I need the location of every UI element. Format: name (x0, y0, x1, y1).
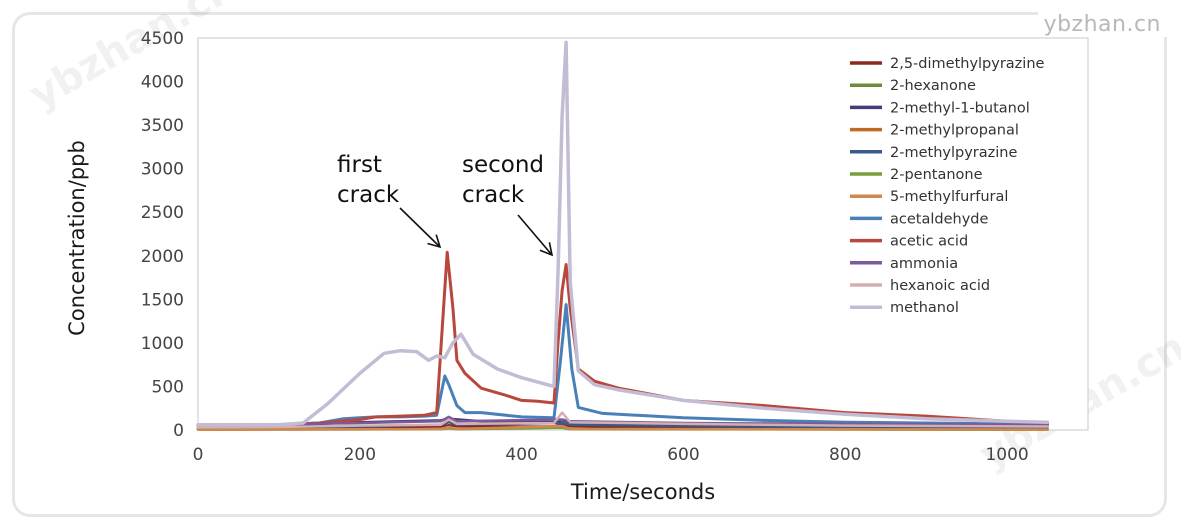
legend-label: ammonia (890, 256, 958, 272)
y-tick-label: 2500 (141, 203, 184, 223)
series-line (196, 303, 1049, 428)
legend-label: methanol (890, 300, 959, 316)
watermark-logo: ybzhan.cn (1037, 12, 1167, 37)
legend-label: 2-methylpyrazine (890, 145, 1017, 161)
axis-ticks: 0 500 1000 1500 2000 2500 3000 3500 4000 4500 0 200… (141, 29, 1029, 465)
annotations: first crack second crack (337, 152, 554, 257)
legend-label: acetic acid (890, 234, 968, 250)
annotation-arrow-line (517, 214, 553, 256)
y-tick-label: 500 (152, 377, 184, 397)
legend-label: 2,5-dimethylpyrazine (890, 56, 1045, 72)
y-tick-label: 1000 (141, 334, 184, 354)
y-tick-label: 2000 (141, 247, 184, 267)
x-axis-title: Time/seconds (570, 480, 715, 504)
plot-area (197, 37, 1089, 431)
annotation-arrow-line (399, 207, 441, 248)
legend-label: 2-hexanone (890, 78, 976, 94)
annotation-text: second (462, 152, 544, 178)
x-tick-label: 0 (193, 445, 204, 465)
annotation-arrow-head (539, 242, 554, 257)
x-tick-label: 1000 (985, 445, 1028, 465)
annotation-text: crack (462, 182, 525, 208)
x-tick-label: 400 (505, 445, 537, 465)
legend-label: hexanoic acid (890, 278, 990, 294)
series-line (196, 424, 1049, 431)
legend-label: 2-pentanone (890, 167, 983, 183)
x-tick-label: 800 (829, 445, 861, 465)
series-lines (196, 40, 1050, 431)
legend-label: 2-methylpropanal (890, 123, 1019, 139)
annotation-arrow-head (427, 234, 442, 249)
annotation-text: crack (337, 182, 400, 208)
legend-label: acetaldehyde (890, 211, 988, 227)
y-axis-title: Concentration/ppb (65, 140, 89, 336)
y-tick-label: 3000 (141, 160, 184, 180)
series-line (196, 411, 1049, 429)
legend-label: 5-methylfurfural (890, 189, 1008, 205)
y-tick-label: 4000 (141, 73, 184, 93)
series-line (196, 40, 1050, 427)
y-tick-label: 1500 (141, 290, 184, 310)
y-tick-label: 4500 (141, 29, 184, 49)
x-tick-label: 600 (667, 445, 699, 465)
legend: 2,5-dimethylpyrazine 2-hexanone 2-methyl-1… (850, 56, 1045, 316)
y-tick-label: 3500 (141, 116, 184, 136)
legend-label: 2-methyl-1-butanol (890, 100, 1030, 116)
x-tick-label: 200 (344, 445, 376, 465)
y-tick-label: 0 (173, 421, 184, 441)
annotation-text: first (337, 152, 382, 178)
